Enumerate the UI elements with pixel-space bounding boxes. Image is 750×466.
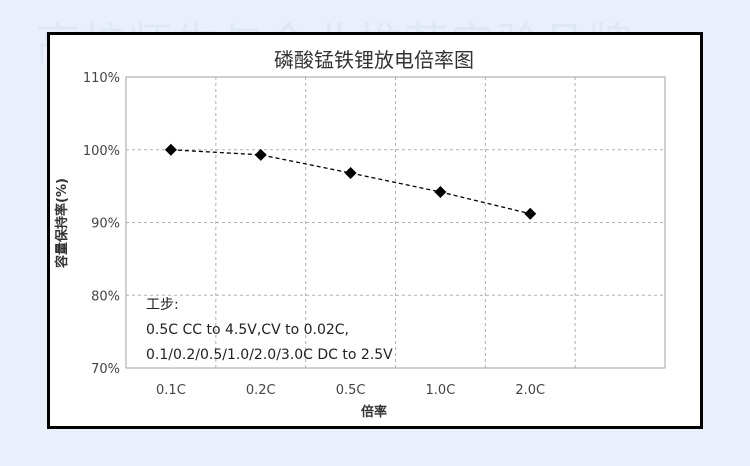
y-tick-label: 110% bbox=[83, 71, 120, 86]
plot-area-border bbox=[125, 76, 666, 369]
chart-frame: 磷酸锰铁锂放电倍率图 70% 80% 90% 100% 110% 0.1C 0.2C 0.5… bbox=[47, 32, 703, 429]
x-axis-label: 倍率 bbox=[361, 404, 387, 420]
data-point bbox=[434, 185, 447, 198]
x-tick-label: 0.5C bbox=[336, 383, 366, 398]
y-axis-label: 容量保持率(%) bbox=[54, 178, 70, 269]
y-tick-label: 100% bbox=[83, 144, 120, 159]
series-line bbox=[170, 149, 531, 215]
y-tick-label: 70% bbox=[91, 362, 120, 377]
process-note: 工步: 0.5C CC to 4.5V,CV to 0.02C, 0.1/0.2/0… bbox=[146, 297, 393, 363]
data-point bbox=[344, 167, 357, 180]
x-tick-label: 0.2C bbox=[246, 383, 276, 398]
chart-title: 磷酸锰铁锂放电倍率图 bbox=[274, 48, 474, 72]
y-tick-labels: 70% 80% 90% 100% 110% bbox=[83, 71, 120, 377]
data-point bbox=[524, 207, 537, 220]
x-tick-label: 2.0C bbox=[515, 383, 545, 398]
y-tick-label: 90% bbox=[91, 217, 120, 232]
y-tick-label: 80% bbox=[91, 289, 120, 304]
rate-chart: 磷酸锰铁锂放电倍率图 70% 80% 90% 100% 110% 0.1C 0.2C 0.5… bbox=[54, 48, 666, 420]
grid-lines bbox=[126, 76, 665, 369]
x-tick-label: 1.0C bbox=[426, 383, 456, 398]
x-tick-label: 0.1C bbox=[156, 383, 186, 398]
series-capacity bbox=[164, 143, 537, 220]
note-line: 工步: bbox=[146, 297, 179, 313]
note-line: 0.1/0.2/0.5/1.0/2.0/3.0C DC to 2.5V bbox=[146, 347, 393, 363]
data-point bbox=[164, 143, 177, 156]
note-line: 0.5C CC to 4.5V,CV to 0.02C, bbox=[146, 322, 349, 338]
x-tick-labels: 0.1C 0.2C 0.5C 1.0C 2.0C bbox=[156, 383, 545, 398]
data-point bbox=[254, 148, 267, 161]
